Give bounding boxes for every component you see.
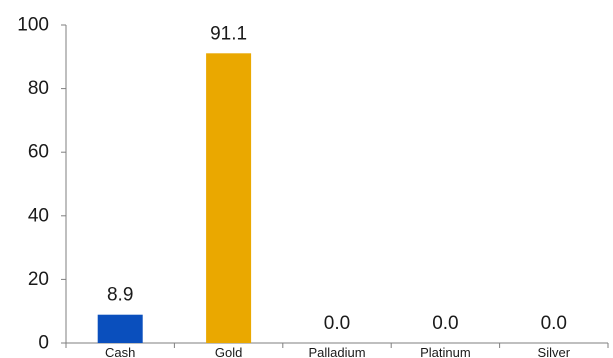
y-tick-label: 80 — [28, 78, 49, 99]
x-axis: Cash Gold Palladium Platinum Silver — [65, 342, 609, 358]
y-tick-label: 40 — [28, 205, 49, 226]
y-tick-label: 0 — [38, 333, 49, 354]
y-tick-label: 100 — [17, 15, 49, 36]
x-tick-label: Silver — [538, 345, 571, 358]
x-tick-label: Gold — [215, 345, 242, 358]
bar-gold — [206, 53, 252, 343]
data-label: 0.0 — [324, 313, 350, 334]
data-label: 91.1 — [210, 23, 247, 44]
bar-cash — [97, 314, 143, 343]
y-tick-label: 60 — [28, 142, 49, 163]
data-label: 0.0 — [541, 313, 567, 334]
x-tick-label: Platinum — [420, 345, 471, 358]
data-label: 8.9 — [107, 285, 133, 306]
x-tick-label: Cash — [105, 345, 135, 358]
y-axis: 0 20 40 60 80 100 — [17, 15, 67, 354]
x-tick-label: Palladium — [308, 345, 365, 358]
data-label: 0.0 — [432, 313, 458, 334]
data-labels: 8.9 91.1 0.0 0.0 0.0 — [107, 23, 567, 334]
y-tick-label: 20 — [28, 269, 49, 290]
bars — [97, 53, 252, 343]
